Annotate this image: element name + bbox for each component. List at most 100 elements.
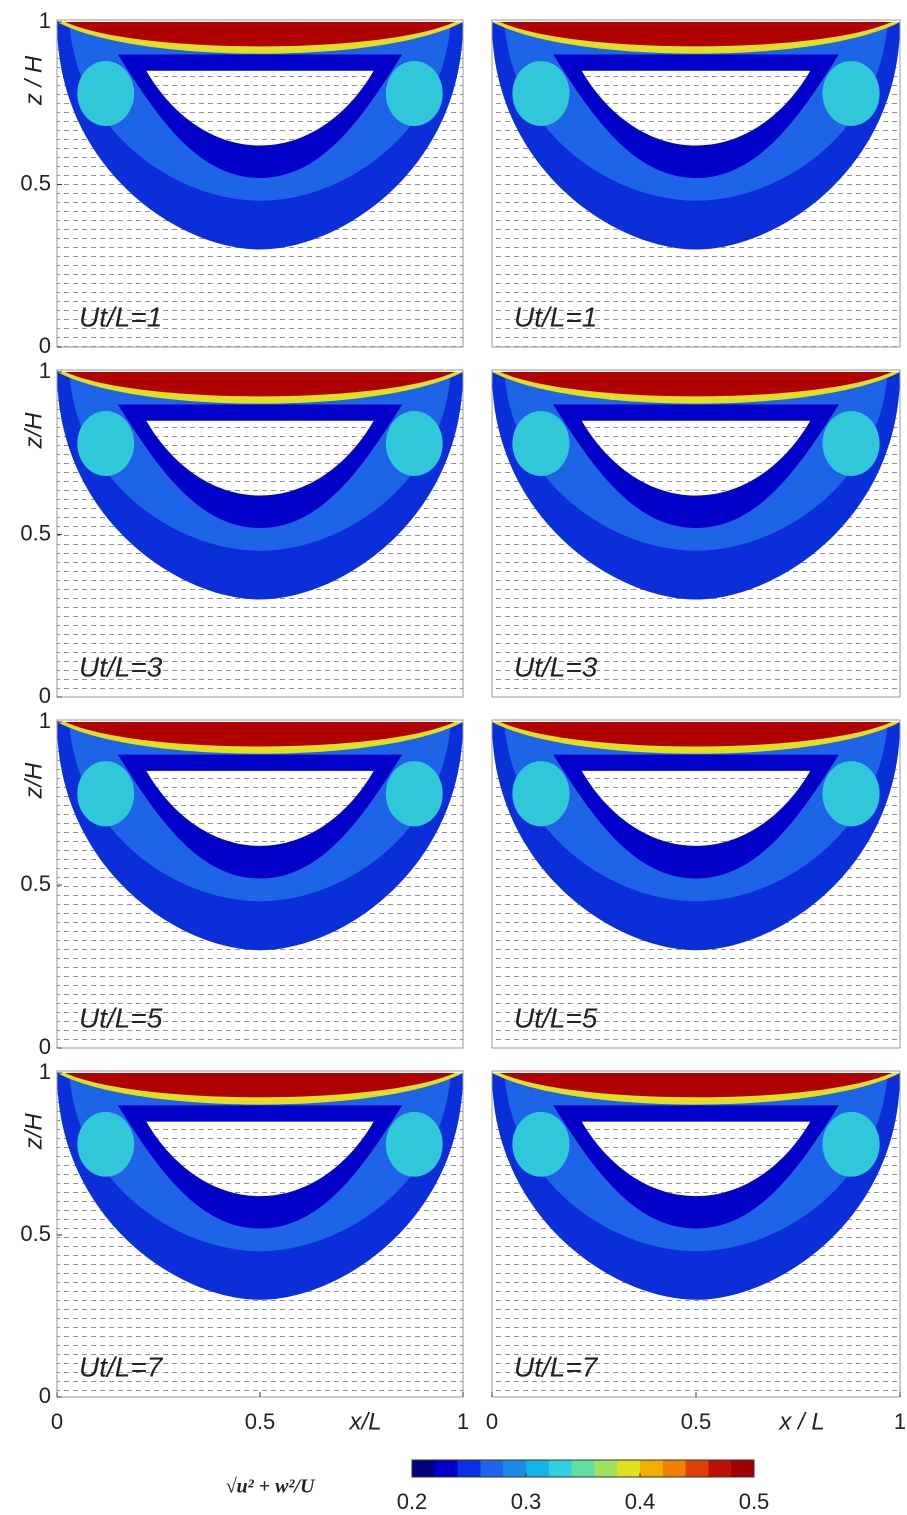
panel-frame — [56, 719, 464, 1049]
contour-top — [65, 1073, 455, 1098]
contour-hole-fill — [146, 70, 374, 146]
annotation: Ut/L=7 — [79, 1351, 164, 1382]
colorbar-segment — [434, 1460, 459, 1477]
y-axis-label: z/H — [20, 762, 47, 800]
x-tick-label: 0 — [51, 1409, 63, 1434]
colorbar-segment — [480, 1460, 504, 1477]
y-axis-label: z/H — [20, 412, 47, 450]
colorbar-segment — [685, 1460, 709, 1477]
colorbar-tick-label: 0.5 — [739, 1489, 770, 1514]
colorbar-frame — [411, 1459, 755, 1478]
colorbar-segment — [457, 1460, 481, 1477]
y-tick-label: 0 — [39, 683, 51, 708]
y-tick-label: 0.5 — [20, 871, 51, 896]
x-tick-label: 1 — [457, 1409, 469, 1434]
colorbar-segment — [571, 1460, 595, 1477]
colorbar-segment — [731, 1460, 755, 1477]
y-tick-label: 0.5 — [20, 170, 51, 195]
contour-hole-fill — [581, 420, 811, 496]
x-tick-label: 1 — [894, 1409, 906, 1434]
contour-blob — [385, 61, 443, 126]
contour-blob — [822, 761, 880, 827]
contour-top — [65, 372, 455, 397]
panel-frame — [491, 719, 901, 1049]
contour-hole-fill — [146, 1121, 374, 1197]
contour-hole-fill — [581, 70, 811, 146]
colorbar-segment — [594, 1460, 618, 1477]
annotation: Ut/L=5 — [514, 1002, 598, 1033]
colorbar-segment — [548, 1460, 573, 1477]
colorbar-segment — [640, 1460, 664, 1477]
y-axis-label: z/H — [20, 1113, 47, 1151]
colorbar-segment — [708, 1460, 732, 1477]
annotation: Ut/L=1 — [514, 301, 597, 332]
contour-blob — [77, 61, 135, 126]
contour-blob — [385, 411, 443, 476]
contour-blob — [385, 761, 443, 827]
panel-frame — [56, 369, 464, 698]
x-tick-label: 0.5 — [681, 1409, 712, 1434]
colorbar-segment — [526, 1460, 550, 1477]
contour-blob — [822, 411, 880, 476]
annotation: Ut/L=5 — [79, 1002, 163, 1033]
contour-blob — [77, 1111, 135, 1177]
x-axis-label: x / L — [778, 1408, 824, 1435]
contour-hole-fill — [581, 770, 811, 846]
x-axis-label: x/L — [349, 1408, 382, 1435]
contour-hole-fill — [581, 1121, 811, 1197]
contour-blob — [512, 61, 570, 126]
annotation: Ut/L=3 — [79, 651, 163, 682]
contour-blob — [512, 1111, 570, 1177]
contour-hole-fill — [146, 420, 374, 496]
y-tick-label: 0 — [39, 1383, 51, 1408]
contour-panel: Ut/L=1 0 0.5 1 z / H — [20, 8, 464, 358]
y-tick-label: 0.5 — [20, 520, 51, 545]
y-tick-label: 0.5 — [20, 1221, 51, 1246]
annotation: Ut/L=7 — [514, 1351, 599, 1382]
contour-panel: Ut/L=5 — [491, 719, 901, 1049]
colorbar-segment — [662, 1460, 687, 1477]
x-tick-label: 0.5 — [245, 1409, 276, 1434]
contour-panel: Ut/L=3 0 0.5 1 z/H — [20, 358, 464, 708]
y-tick-label: 1 — [39, 1059, 51, 1084]
contour-blob — [822, 61, 880, 126]
contour-panel: Ut/L=1 — [491, 19, 901, 348]
x-tick-label: 0 — [486, 1409, 498, 1434]
contour-panel: Ut/L=5 0 0.5 1 z/H — [20, 708, 464, 1059]
colorbar-segment — [412, 1460, 436, 1477]
contour-blob — [512, 411, 570, 476]
panel-frame — [491, 369, 901, 698]
contour-blob — [512, 761, 570, 827]
colorbar-tick-label: 0.4 — [625, 1489, 656, 1514]
y-axis-label: z / H — [20, 55, 47, 106]
contour-panel: Ut/L=7 0 0.5 1 x / L — [486, 1070, 906, 1435]
y-tick-label: 0 — [39, 333, 51, 358]
contour-hole-fill — [146, 770, 374, 846]
y-tick-label: 0 — [39, 1034, 51, 1059]
contour-top — [500, 722, 892, 747]
contour-top — [500, 372, 892, 397]
annotation: Ut/L=3 — [514, 651, 598, 682]
panel-frame — [56, 19, 464, 348]
contour-top — [500, 22, 892, 47]
contour-blob — [77, 411, 135, 476]
contour-top — [500, 1073, 892, 1098]
contour-top — [65, 722, 455, 747]
annotation: Ut/L=1 — [79, 301, 162, 332]
y-tick-label: 1 — [39, 358, 51, 383]
contour-blob — [385, 1111, 443, 1177]
colorbar-segment — [617, 1460, 641, 1477]
contour-blob — [822, 1111, 880, 1177]
panel-frame — [491, 19, 901, 348]
colorbar-label: √u² + w²/U — [226, 1476, 316, 1498]
contour-top — [65, 22, 455, 47]
y-tick-label: 1 — [39, 8, 51, 33]
colorbar-tick-label: 0.2 — [397, 1489, 428, 1514]
contour-blob — [77, 761, 135, 827]
contour-panel: Ut/L=7 0 0.5 1 z/H 0 0.5 1 x/L — [20, 1059, 469, 1436]
colorbar-segment — [503, 1460, 527, 1477]
colorbar-tick-label: 0.3 — [511, 1489, 542, 1514]
y-tick-label: 1 — [39, 708, 51, 733]
contour-panel: Ut/L=3 — [491, 369, 901, 698]
